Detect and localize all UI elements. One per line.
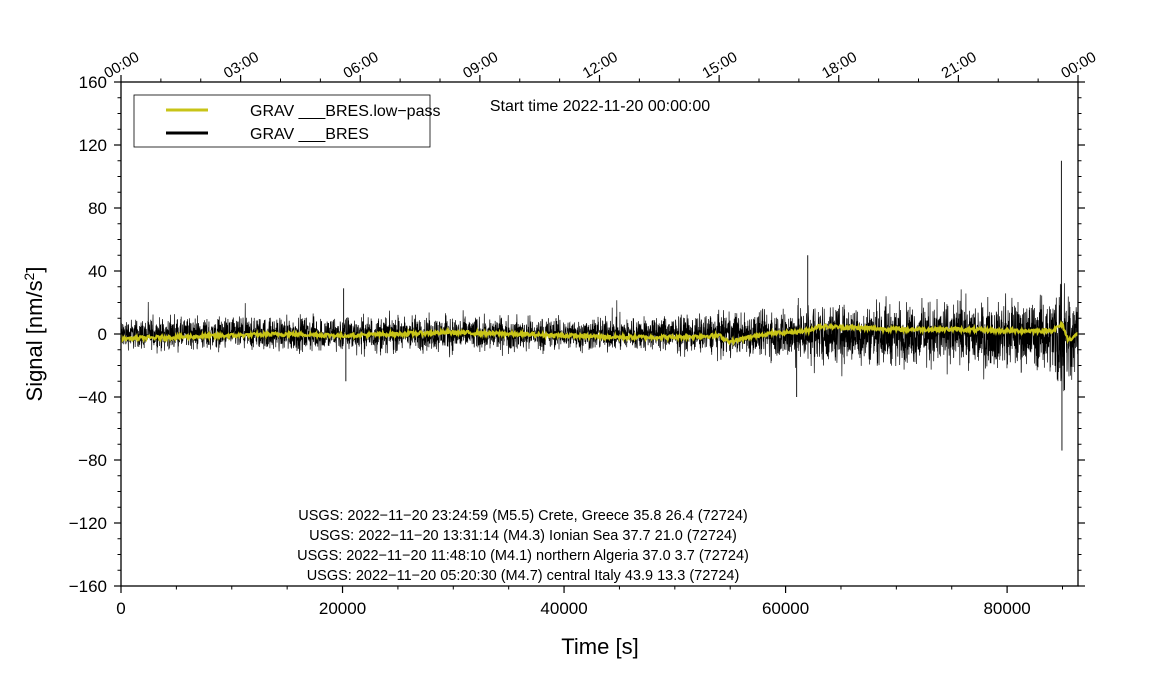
- y-axis-label-superscript: 2: [21, 272, 37, 280]
- top-tick-label: 12:00: [580, 49, 621, 82]
- x-tick-label: 0: [116, 599, 125, 618]
- y-tick-label: −80: [78, 451, 107, 470]
- x-tick-label: 80000: [983, 599, 1030, 618]
- x-tick-label: 20000: [319, 599, 366, 618]
- x-axis-label: Time [s]: [561, 634, 638, 659]
- annotation-line: USGS: 2022−11−20 13:31:14 (M4.3) Ionian …: [309, 528, 737, 544]
- top-tick-label: 18:00: [819, 49, 860, 82]
- y-axis-label: Signal [nm/s2]: [21, 267, 47, 402]
- top-tick-label: 09:00: [460, 49, 501, 82]
- y-tick-label: −40: [78, 388, 107, 407]
- lowpass-signal-series: [119, 320, 1079, 347]
- y-axis-label-end: ]: [22, 267, 47, 273]
- y-tick-label: 40: [88, 262, 107, 281]
- top-tick-label: 21:00: [939, 49, 980, 82]
- x-axis: 0 20000 40000 60000 80000: [116, 586, 1063, 618]
- annotation-line: USGS: 2022−11−20 05:20:30 (M4.7) central…: [307, 568, 740, 584]
- x-tick-label: 40000: [540, 599, 587, 618]
- top-tick-label: 15:00: [699, 49, 740, 82]
- y-axis-label-main: Signal [nm/s: [22, 280, 47, 401]
- y-axis: −160 −120 −80 −40 0 40 80 120 160: [69, 73, 1085, 596]
- raw-signal-line: [120, 283, 1079, 392]
- top-tick-label: 03:00: [221, 49, 262, 82]
- x-tick-label: 60000: [762, 599, 809, 618]
- y-tick-label: 120: [79, 136, 107, 155]
- y-tick-label: −160: [69, 577, 107, 596]
- y-tick-label: −120: [69, 514, 107, 533]
- annotation-line: USGS: 2022−11−20 23:24:59 (M5.5) Crete, …: [298, 508, 748, 524]
- y-tick-label: 160: [79, 73, 107, 92]
- y-tick-label: 80: [88, 199, 107, 218]
- top-time-axis: 00:00 03:00 06:00 09:00 12:00 15:00 18:00 21:00…: [101, 49, 1099, 82]
- y-tick-label: 0: [98, 325, 107, 344]
- chart-title: Start time 2022-11-20 00:00:00: [490, 98, 710, 115]
- annotation-line: USGS: 2022−11−20 11:48:10 (M4.1) norther…: [297, 548, 749, 564]
- legend-box: [133, 94, 431, 148]
- raw-signal-series: [120, 160, 1079, 451]
- top-tick-label: 00:00: [1058, 49, 1099, 82]
- top-tick-label: 06:00: [340, 49, 381, 82]
- top-tick-label: 00:00: [101, 49, 142, 82]
- legend: GRAV ___BRES.low−pass GRAV ___BRES: [133, 94, 440, 148]
- lowpass-signal-line: [119, 320, 1079, 347]
- legend-label-raw: GRAV ___BRES: [250, 126, 369, 143]
- earthquake-annotations: USGS: 2022−11−20 23:24:59 (M5.5) Crete, …: [297, 508, 749, 584]
- legend-label-lowpass: GRAV ___BRES.low−pass: [250, 103, 440, 120]
